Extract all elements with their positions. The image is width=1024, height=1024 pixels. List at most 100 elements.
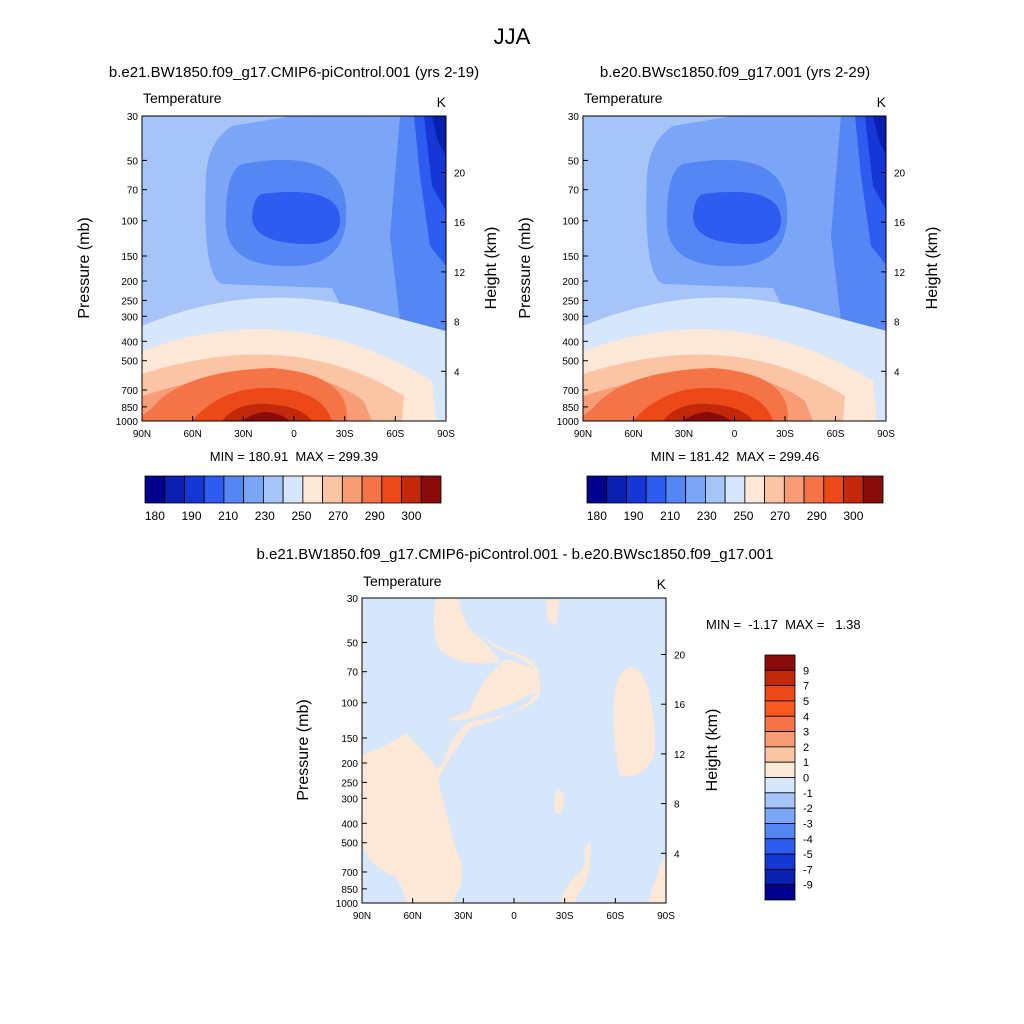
x-tick-label: 60N [403,911,421,922]
y-tick-label: 30 [347,594,359,605]
colorbar-label: 290 [365,509,385,523]
variable-label: Temperature [584,90,663,106]
colorbar-box [764,746,796,763]
units-label: K [657,576,667,592]
y-tick-label: 500 [121,357,138,368]
colorbar-label: 5 [803,696,809,708]
y-tick-label: 250 [121,296,138,307]
colorbar-box [764,715,796,732]
y-axis-left: 30 50 70 100 150 200 250 300 400 500 700 850 1000 [557,112,588,428]
colorbar-box [744,475,765,504]
variable-label: Temperature [143,90,222,106]
panel-title: b.e21.BW1850.f09_g17.CMIP6-piControl.001… [109,64,479,81]
y-axis-left: 30 50 70 100 150 200 250 300 400 500 700 850 1000 [336,594,367,910]
x-tick-label: 0 [291,429,297,440]
colorbar-label: -2 [803,803,813,815]
x-tick-label: 30S [336,429,354,440]
colorbar-box [862,475,884,504]
colorbar-label: 190 [181,509,201,523]
x-tick-label: 90S [877,429,895,440]
y-right-tick-label: 8 [454,318,460,329]
y-tick-label: 850 [121,403,138,414]
y-tick-label: 100 [562,217,579,228]
y-tick-label: 700 [562,386,579,397]
colorbar-box [401,475,422,504]
y-tick-label: 100 [121,217,138,228]
colorbar-box [764,838,796,855]
y-axis-right-title: Height (km) [483,227,500,310]
colorbar-box [843,475,864,504]
panel-title: b.e20.BWsc1850.f09_g17.001 (yrs 2-29) [600,64,870,81]
y-tick-label: 700 [341,868,358,879]
colorbar-box [645,475,667,504]
y-right-tick-label: 20 [894,168,906,179]
x-tick-label: 90S [657,911,675,922]
colorbar-box [764,884,796,901]
x-tick-label: 30S [556,911,574,922]
colorbar-box [341,475,363,504]
y-tick-label: 1000 [557,417,580,428]
x-tick-label: 0 [732,429,738,440]
y-tick-label: 1000 [116,417,139,428]
x-tick-label: 30N [234,429,252,440]
y-right-tick-label: 16 [894,218,906,229]
colorbar-label: 7 [803,681,809,693]
y-axis-title: Pressure (mb) [295,699,312,800]
y-axis-right: 4 8 12 16 20 [881,168,906,378]
variable-label: Temperature [363,573,442,589]
colorbar-box [685,475,706,504]
colorbar: 9 7 5 4 3 2 1 0 -1 -2 -3 -4 -5 -7 -9 [764,654,813,901]
colorbar-box [764,654,796,671]
y-right-tick-label: 16 [674,700,686,711]
panel-title: b.e21.BW1850.f09_g17.CMIP6-piControl.001… [256,546,773,563]
y-tick-label: 150 [341,734,358,745]
x-tick-label: 30N [454,911,472,922]
y-tick-label: 150 [121,252,138,263]
y-right-tick-label: 8 [894,318,900,329]
x-tick-label: 60S [827,429,845,440]
y-axis-title: Pressure (mb) [517,217,534,318]
colorbar-label: -7 [803,864,813,876]
panel-2: b.e20.BWsc1850.f09_g17.001 (yrs 2-29) Te… [517,64,941,523]
colorbar-label: 190 [623,509,643,523]
y-tick-label: 300 [121,312,138,323]
y-tick-label: 70 [347,668,359,679]
colorbar-label: -5 [803,849,813,861]
colorbar-label: 4 [803,711,809,723]
y-tick-label: 250 [341,778,358,789]
colorbar-label: 270 [328,509,348,523]
colorbar-box [586,475,608,504]
min-max-stats: MIN = 181.42 MAX = 299.46 [651,449,819,464]
y-axis-right: 4 8 12 16 20 [441,168,466,378]
units-label: K [437,94,447,110]
colorbar-box [322,475,343,504]
contour-field [362,598,666,903]
colorbar-label: 2 [803,742,809,754]
colorbar-box [282,475,304,504]
y-tick-label: 200 [341,759,358,770]
x-tick-label: 60N [183,429,201,440]
x-tick-label: 30S [776,429,794,440]
colorbar-label: 290 [807,509,827,523]
y-tick-label: 300 [341,794,358,805]
y-tick-label: 850 [341,885,358,896]
colorbar-box [764,700,796,717]
y-right-tick-label: 12 [454,268,466,279]
colorbar-box [203,475,225,504]
page-title: JJA [494,24,531,49]
colorbar-label: 210 [218,509,238,523]
colorbar-box [823,475,844,504]
y-right-tick-label: 8 [674,800,680,811]
y-tick-label: 200 [562,277,579,288]
colorbar-box [243,475,264,504]
y-axis-left: 30 50 70 100 150 200 250 300 400 500 700 850 1000 [116,112,147,428]
y-right-tick-label: 20 [674,650,686,661]
colorbar-box [361,475,383,504]
colorbar-box [184,475,205,504]
y-right-tick-label: 12 [894,268,906,279]
colorbar-label: -9 [803,880,813,892]
colorbar-box [420,475,442,504]
colorbar-label: 180 [587,509,607,523]
colorbar-box [626,475,647,504]
